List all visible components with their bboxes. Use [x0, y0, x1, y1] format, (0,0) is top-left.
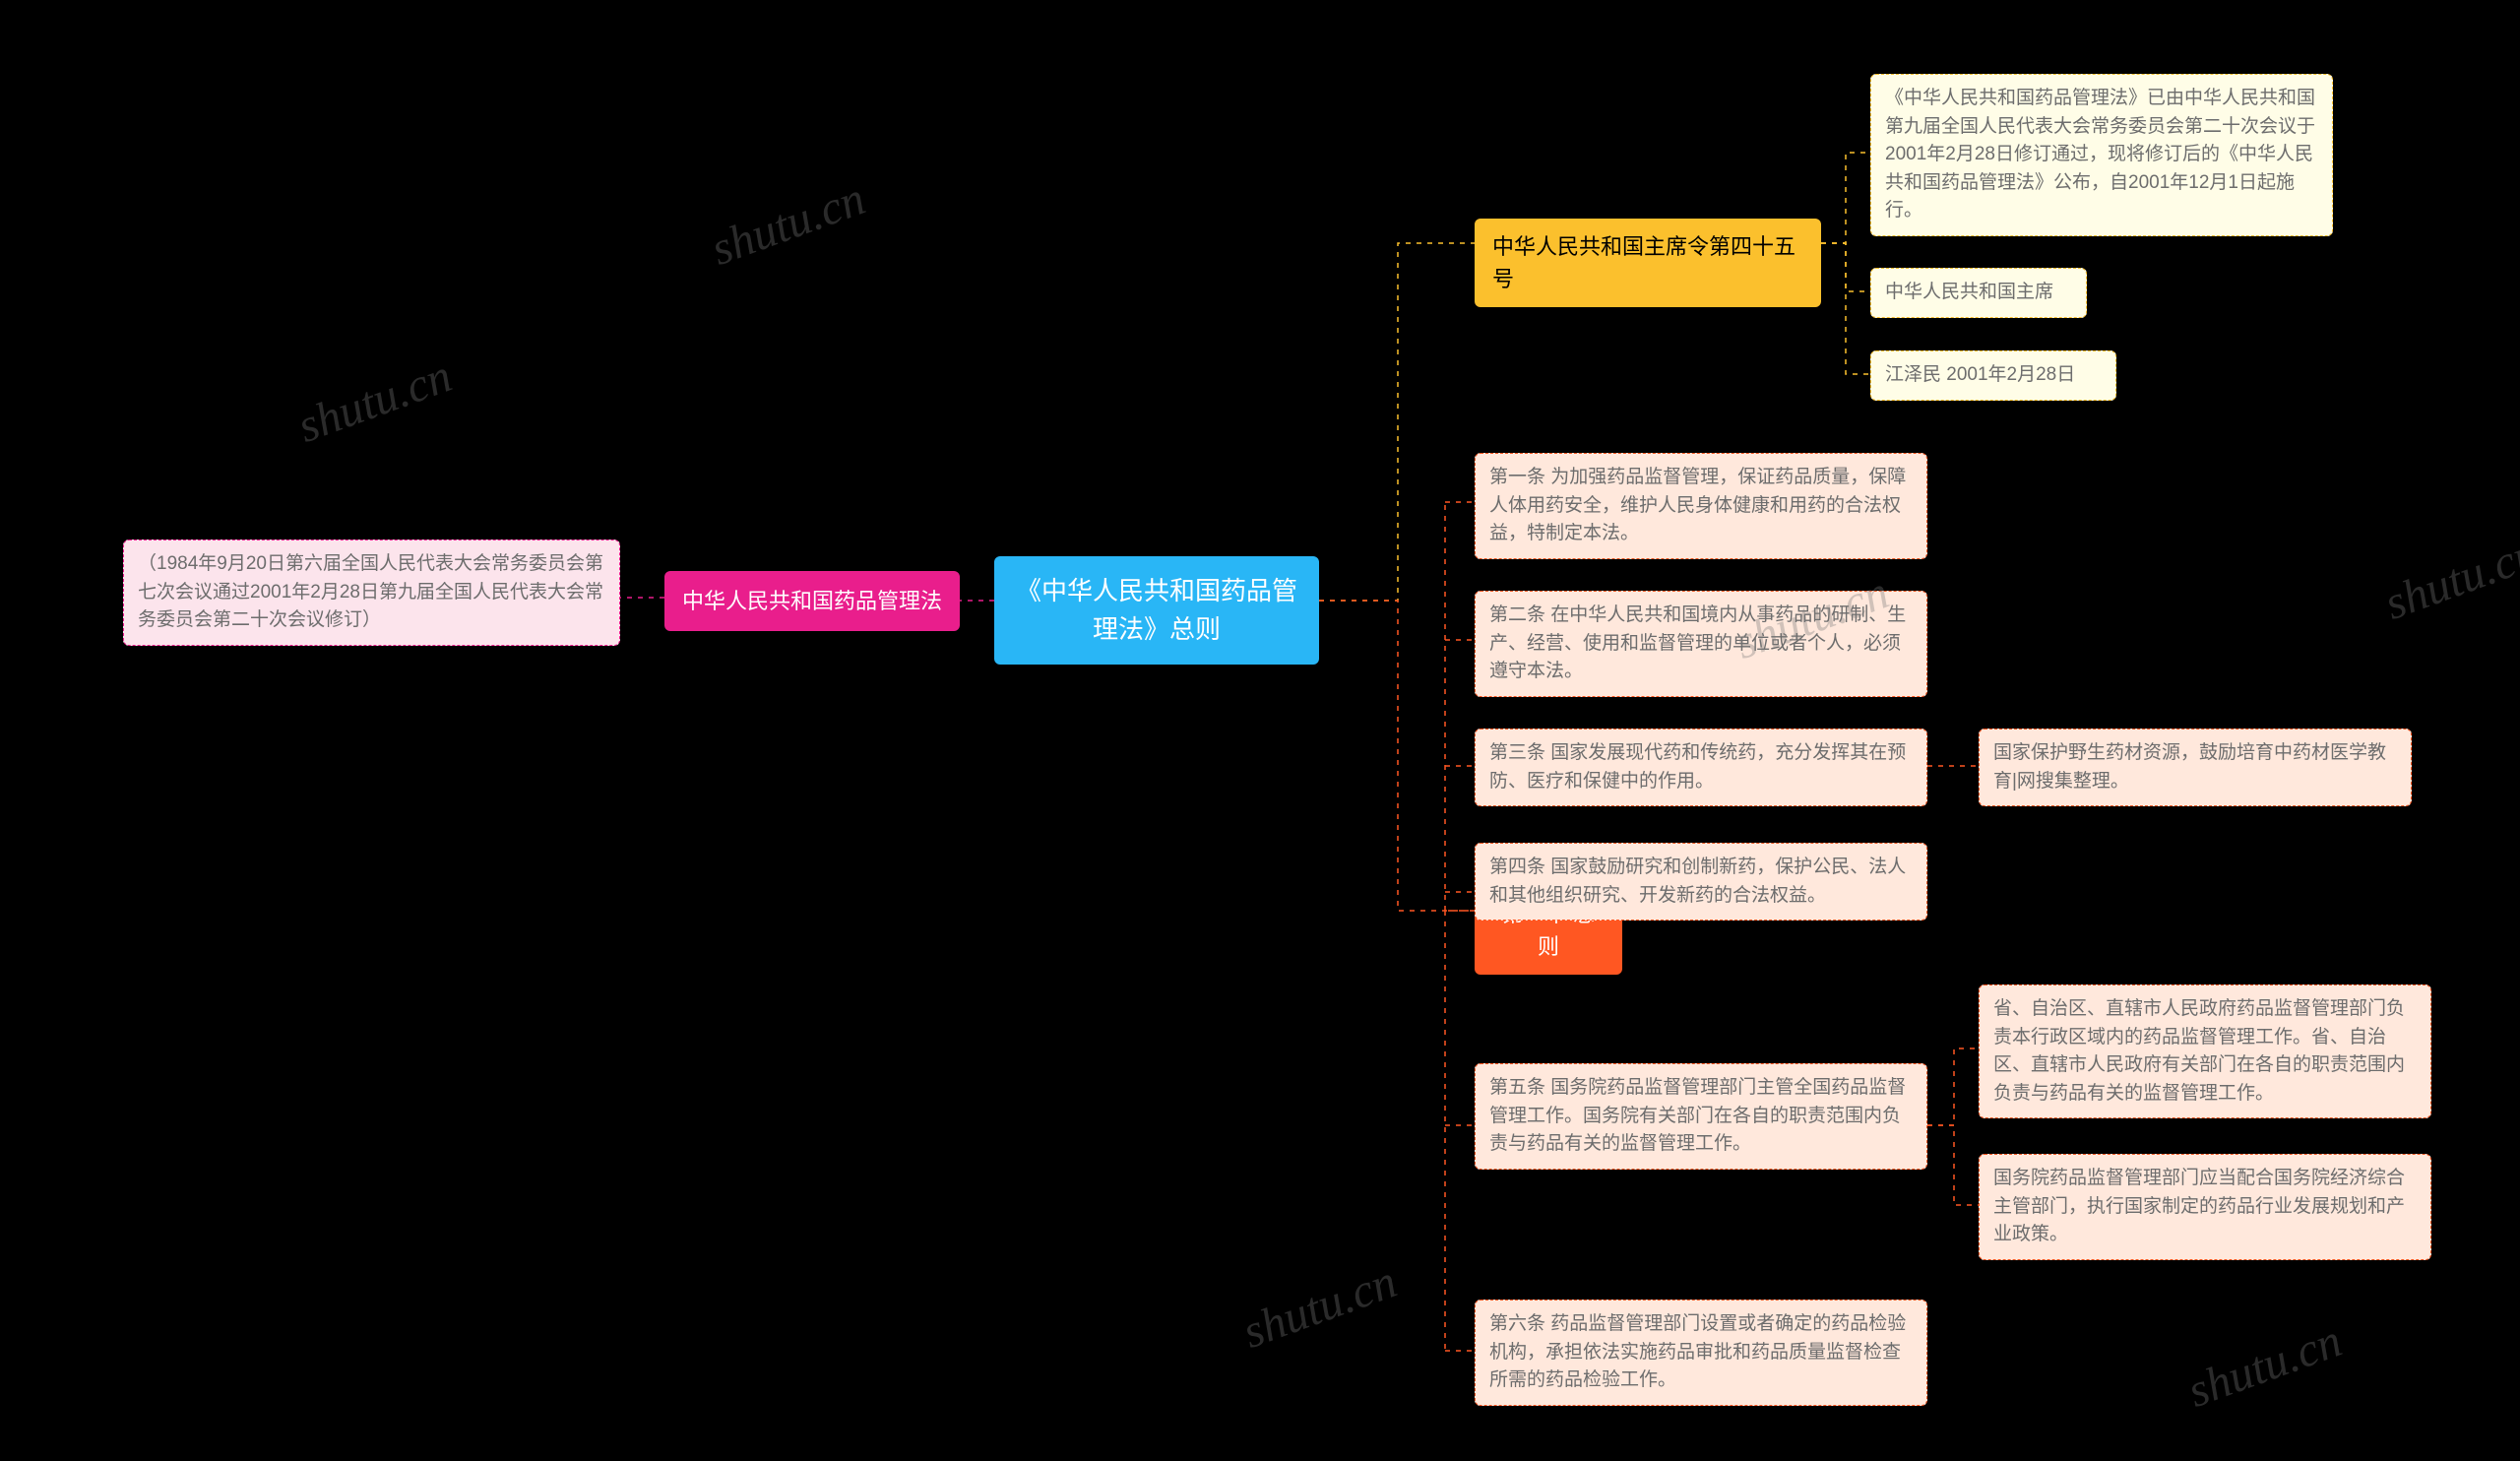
watermark: shutu.cn — [2377, 526, 2520, 631]
article-5-child-1-text: 国务院药品监督管理部门应当配合国务院经济综合主管部门，执行国家制定的药品行业发展… — [1993, 1168, 2405, 1244]
article-5: 第五条 国务院药品监督管理部门主管全国药品监督管理工作。国务院有关部门在各自的职… — [1475, 1063, 1927, 1170]
article-2-text: 第二条 在中华人民共和国境内从事药品的研制、生产、经营、使用和监督管理的单位或者… — [1489, 604, 1906, 681]
order45-title-text: 中华人民共和国主席令第四十五号 — [1492, 234, 1796, 291]
order45-item-0: 《中华人民共和国药品管理法》已由中华人民共和国第九届全国人民代表大会常务委员会第… — [1870, 74, 2333, 236]
article-6-text: 第六条 药品监督管理部门设置或者确定的药品检验机构，承担依法实施药品审批和药品质… — [1489, 1313, 1906, 1390]
center-text: 《中华人民共和国药品管理法》总则 — [1016, 576, 1297, 644]
article-6: 第六条 药品监督管理部门设置或者确定的药品检验机构，承担依法实施药品审批和药品质… — [1475, 1300, 1927, 1406]
article-5-child-0-text: 省、自治区、直辖市人民政府药品监督管理部门负责本行政区域内的药品监督管理工作。省… — [1993, 998, 2405, 1104]
watermark: shutu.cn — [1235, 1254, 1403, 1360]
order45-item-1-text: 中华人民共和国主席 — [1885, 282, 2053, 302]
article-5-child-0: 省、自治区、直辖市人民政府药品监督管理部门负责本行政区域内的药品监督管理工作。省… — [1979, 985, 2431, 1118]
article-3-text: 第三条 国家发展现代药和传统药，充分发挥其在预防、医疗和保健中的作用。 — [1489, 742, 1906, 792]
article-5-text: 第五条 国务院药品监督管理部门主管全国药品监督管理工作。国务院有关部门在各自的职… — [1489, 1077, 1906, 1154]
watermark: shutu.cn — [704, 171, 871, 277]
order45-item-0-text: 《中华人民共和国药品管理法》已由中华人民共和国第九届全国人民代表大会常务委员会第… — [1885, 88, 2315, 221]
article-2: 第二条 在中华人民共和国境内从事药品的研制、生产、经营、使用和监督管理的单位或者… — [1475, 591, 1927, 697]
article-1-text: 第一条 为加强药品监督管理，保证药品质量，保障人体用药安全，维护人民身体健康和用… — [1489, 467, 1906, 543]
watermark: shutu.cn — [2180, 1313, 2348, 1419]
left-title-node: 中华人民共和国药品管理法 — [664, 571, 960, 631]
center-node: 《中华人民共和国药品管理法》总则 — [994, 556, 1319, 665]
left-title-text: 中华人民共和国药品管理法 — [682, 589, 942, 613]
article-5-child-1: 国务院药品监督管理部门应当配合国务院经济综合主管部门，执行国家制定的药品行业发展… — [1979, 1154, 2431, 1260]
article-1: 第一条 为加强药品监督管理，保证药品质量，保障人体用药安全，维护人民身体健康和用… — [1475, 453, 1927, 559]
article-4-text: 第四条 国家鼓励研究和创制新药，保护公民、法人和其他组织研究、开发新药的合法权益… — [1489, 857, 1906, 906]
order45-item-1: 中华人民共和国主席 — [1870, 268, 2087, 318]
article-3-child-0: 国家保护野生药材资源，鼓励培育中药材医学教育|网搜集整理。 — [1979, 729, 2412, 806]
left-note-node: （1984年9月20日第六届全国人民代表大会常务委员会第七次会议通过2001年2… — [123, 540, 620, 646]
order45-item-2: 江泽民 2001年2月28日 — [1870, 350, 2116, 401]
watermark: shutu.cn — [290, 349, 458, 454]
article-3-child-0-text: 国家保护野生药材资源，鼓励培育中药材医学教育|网搜集整理。 — [1993, 742, 2386, 792]
order45-item-2-text: 江泽民 2001年2月28日 — [1885, 364, 2075, 385]
article-4: 第四条 国家鼓励研究和创制新药，保护公民、法人和其他组织研究、开发新药的合法权益… — [1475, 843, 1927, 921]
left-note-text: （1984年9月20日第六届全国人民代表大会常务委员会第七次会议通过2001年2… — [138, 553, 603, 630]
order45-title-node: 中华人民共和国主席令第四十五号 — [1475, 219, 1821, 307]
article-3: 第三条 国家发展现代药和传统药，充分发挥其在预防、医疗和保健中的作用。 — [1475, 729, 1927, 806]
